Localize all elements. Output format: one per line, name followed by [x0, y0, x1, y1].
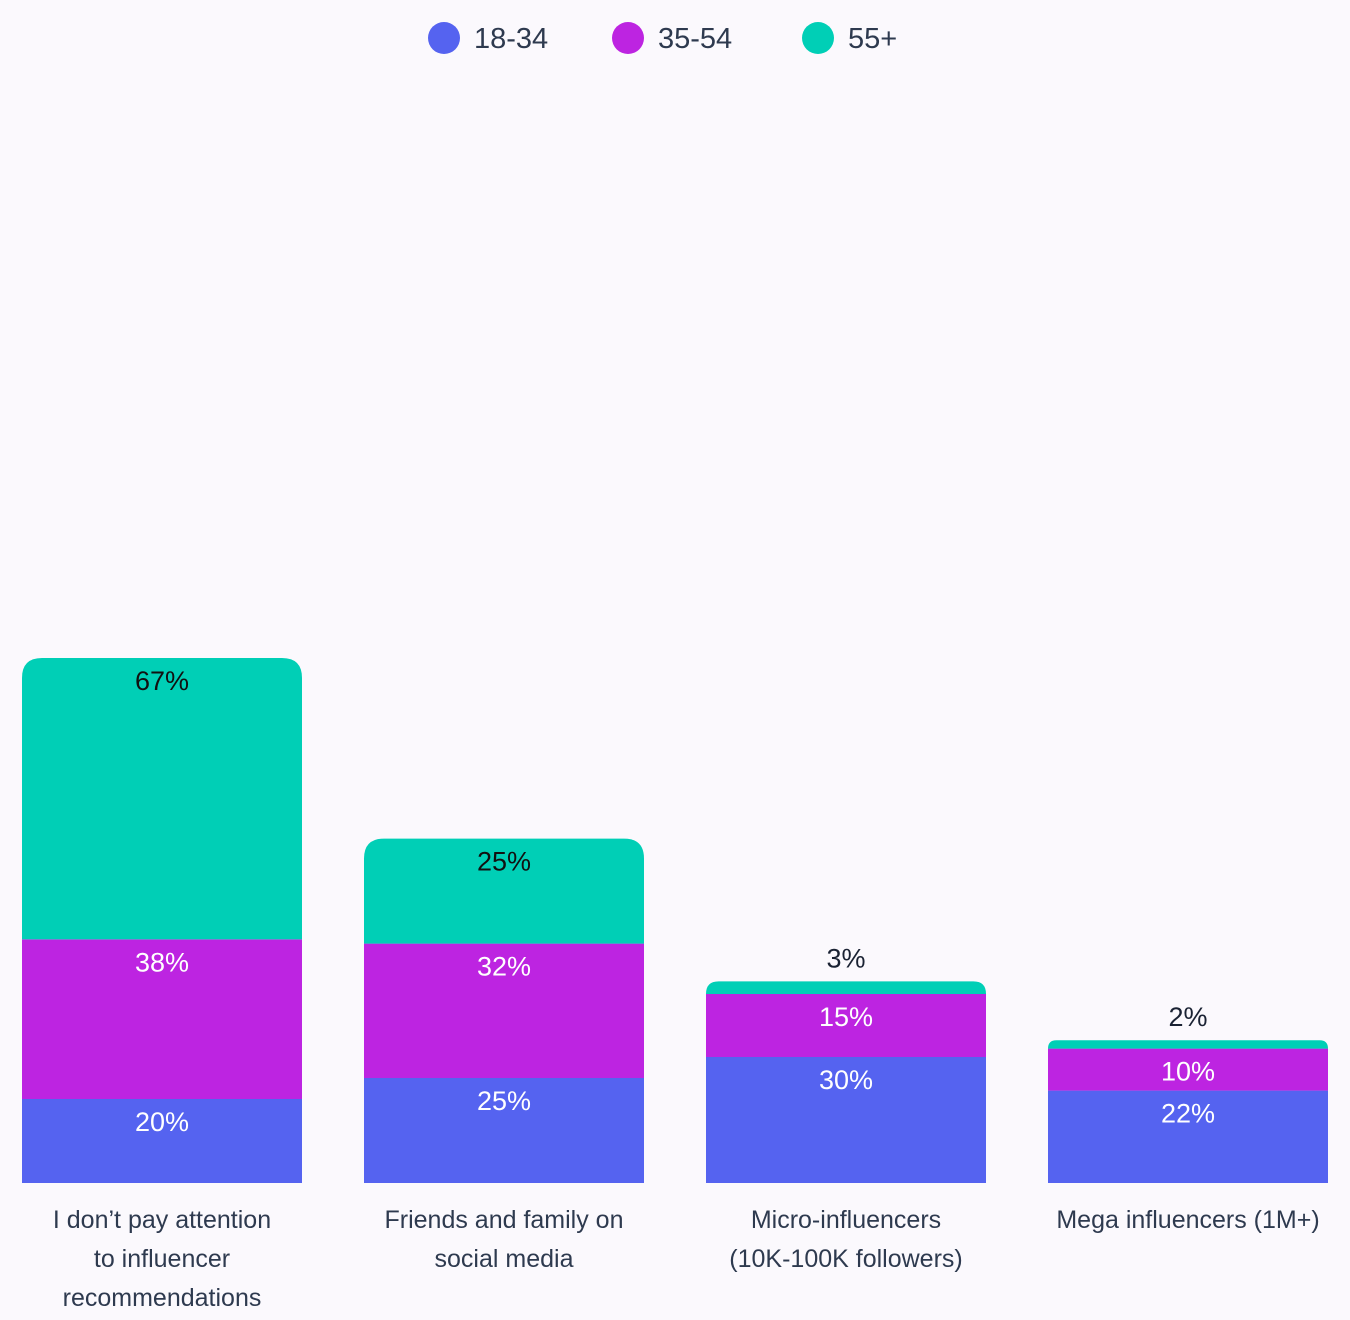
bar-segment-18-34-cat3: [1048, 1090, 1328, 1183]
category-labels: I don’t pay attention to influencer recomm…: [53, 1206, 1320, 1312]
data-label-35-54-cat3: 10%: [1161, 1057, 1215, 1087]
bar-segment-35-54-cat3: [1048, 1048, 1328, 1091]
data-label-55+-cat3: 2%: [1168, 1002, 1207, 1032]
bar-segment-18-34-cat1: [364, 1078, 644, 1183]
bars: [22, 658, 1328, 1183]
data-label-18-34-cat3: 22%: [1161, 1099, 1215, 1129]
bar-segment-35-54-cat1: [364, 943, 644, 1078]
bar-segment-55+-cat3: [1048, 1040, 1328, 1049]
bar-segment-18-34-cat2: [706, 1057, 986, 1183]
bar-segment-35-54-cat0: [22, 939, 302, 1099]
bar-segment-55+-cat1: [364, 838, 644, 944]
legend-swatch-35-54: [612, 22, 644, 54]
segment-labels: 20% 38% 67% 25% 32% 25% 30% 15% 3% 22% 10% 2%: [135, 666, 1215, 1137]
legend-swatch-55+: [802, 22, 834, 54]
category-label-0: I don’t pay attention to influencer recomm…: [53, 1206, 271, 1312]
data-label-18-34-cat0: 20%: [135, 1107, 189, 1137]
bar-segment-35-54-cat2: [706, 994, 986, 1057]
legend-label-55+: 55+: [848, 23, 897, 55]
data-label-35-54-cat2: 15%: [819, 1002, 873, 1032]
data-label-35-54-cat1: 32%: [477, 952, 531, 982]
category-label-3: Mega influencers (1M+): [1056, 1206, 1319, 1234]
category-label-2: Micro-influencers (10K-100K followers): [729, 1206, 962, 1273]
data-label-18-34-cat2: 30%: [819, 1065, 873, 1095]
data-label-18-34-cat1: 25%: [477, 1086, 531, 1116]
data-label-35-54-cat0: 38%: [135, 947, 189, 977]
legend-label-18-34: 18-34: [474, 23, 548, 55]
legend: 18-34 35-54 55+: [428, 22, 897, 55]
data-label-55+-cat1: 25%: [477, 847, 531, 877]
bar-segment-55+-cat2: [706, 981, 986, 994]
bar-segment-55+-cat0: [22, 658, 302, 940]
category-label-1: Friends and family on social media: [384, 1206, 623, 1273]
legend-label-35-54: 35-54: [658, 23, 732, 55]
data-label-55+-cat2: 3%: [826, 943, 865, 973]
bar-segment-18-34-cat0: [22, 1099, 302, 1183]
data-label-55+-cat0: 67%: [135, 666, 189, 696]
legend-swatch-18-34: [428, 22, 460, 54]
